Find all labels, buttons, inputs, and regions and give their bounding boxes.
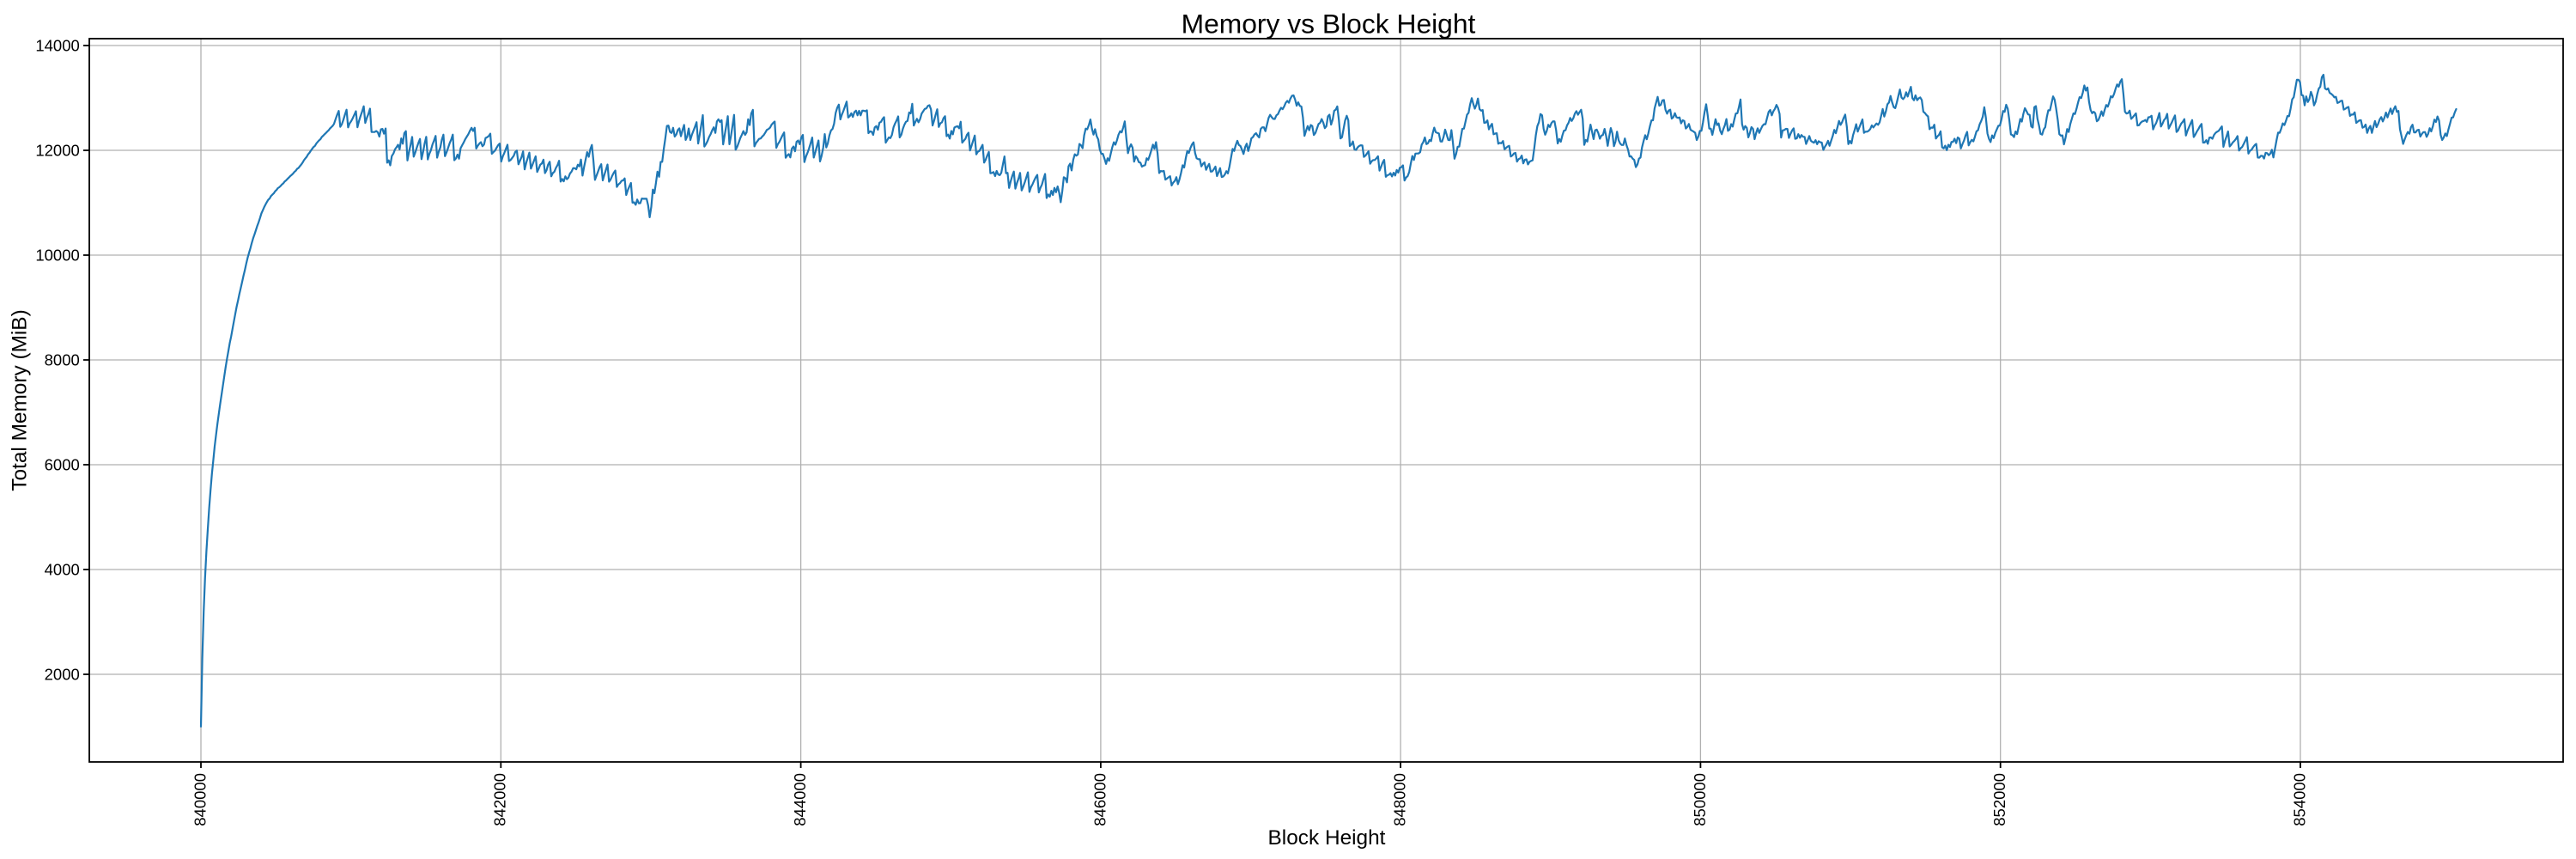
svg-text:12000: 12000	[35, 142, 79, 160]
svg-text:840000: 840000	[191, 773, 209, 826]
svg-text:2000: 2000	[45, 666, 80, 684]
svg-text:848000: 848000	[1391, 773, 1409, 826]
svg-text:Memory vs Block Height: Memory vs Block Height	[1182, 8, 1476, 39]
svg-text:850000: 850000	[1691, 773, 1709, 826]
svg-text:14000: 14000	[35, 37, 79, 55]
svg-text:10000: 10000	[35, 247, 79, 265]
svg-text:4000: 4000	[45, 561, 80, 579]
svg-text:842000: 842000	[491, 773, 509, 826]
svg-text:8000: 8000	[45, 351, 80, 369]
svg-text:854000: 854000	[2290, 773, 2308, 826]
svg-text:Total Memory (MiB): Total Memory (MiB)	[9, 309, 32, 490]
svg-text:846000: 846000	[1091, 773, 1109, 826]
svg-text:844000: 844000	[791, 773, 809, 826]
svg-text:852000: 852000	[1990, 773, 2008, 826]
svg-text:6000: 6000	[45, 456, 80, 474]
svg-text:Block Height: Block Height	[1268, 826, 1386, 850]
